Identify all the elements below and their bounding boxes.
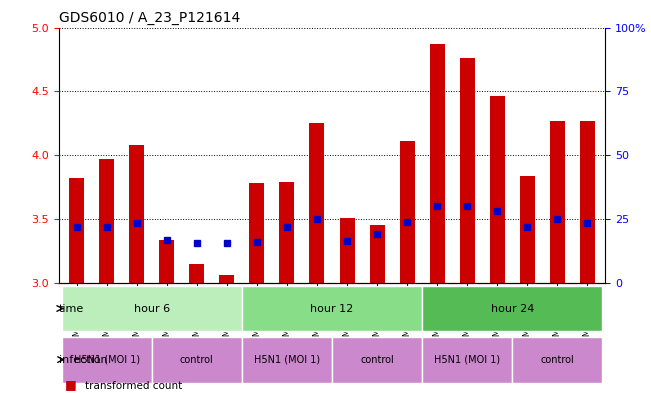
Bar xyxy=(430,44,445,283)
FancyBboxPatch shape xyxy=(422,336,512,383)
Text: transformed count: transformed count xyxy=(85,381,182,391)
Bar xyxy=(550,121,565,283)
FancyBboxPatch shape xyxy=(62,336,152,383)
Bar xyxy=(370,226,385,283)
Text: hour 24: hour 24 xyxy=(491,303,534,314)
FancyBboxPatch shape xyxy=(332,336,422,383)
Bar xyxy=(400,141,415,283)
Text: ■: ■ xyxy=(65,390,77,393)
Bar xyxy=(580,121,595,283)
Text: control: control xyxy=(180,354,214,365)
Text: infection: infection xyxy=(59,354,108,365)
Bar xyxy=(69,178,84,283)
FancyBboxPatch shape xyxy=(152,336,242,383)
FancyBboxPatch shape xyxy=(242,336,332,383)
Bar xyxy=(159,239,174,283)
Bar xyxy=(519,176,535,283)
FancyBboxPatch shape xyxy=(62,285,242,331)
Bar xyxy=(460,58,475,283)
Text: control: control xyxy=(360,354,394,365)
Text: ■: ■ xyxy=(65,378,77,391)
Bar xyxy=(99,159,114,283)
Bar xyxy=(309,123,324,283)
Bar xyxy=(129,145,145,283)
Text: control: control xyxy=(540,354,574,365)
Text: H5N1 (MOI 1): H5N1 (MOI 1) xyxy=(74,354,140,365)
Text: H5N1 (MOI 1): H5N1 (MOI 1) xyxy=(254,354,320,365)
FancyBboxPatch shape xyxy=(512,336,602,383)
Text: hour 12: hour 12 xyxy=(311,303,353,314)
Bar xyxy=(189,264,204,283)
FancyBboxPatch shape xyxy=(242,285,422,331)
Text: hour 6: hour 6 xyxy=(133,303,170,314)
Bar xyxy=(279,182,294,283)
FancyBboxPatch shape xyxy=(422,285,602,331)
Text: time: time xyxy=(59,303,85,314)
Text: H5N1 (MOI 1): H5N1 (MOI 1) xyxy=(434,354,500,365)
Bar xyxy=(219,275,234,283)
Bar xyxy=(340,218,355,283)
Bar xyxy=(249,183,264,283)
Text: GDS6010 / A_23_P121614: GDS6010 / A_23_P121614 xyxy=(59,11,240,25)
Bar xyxy=(490,96,505,283)
